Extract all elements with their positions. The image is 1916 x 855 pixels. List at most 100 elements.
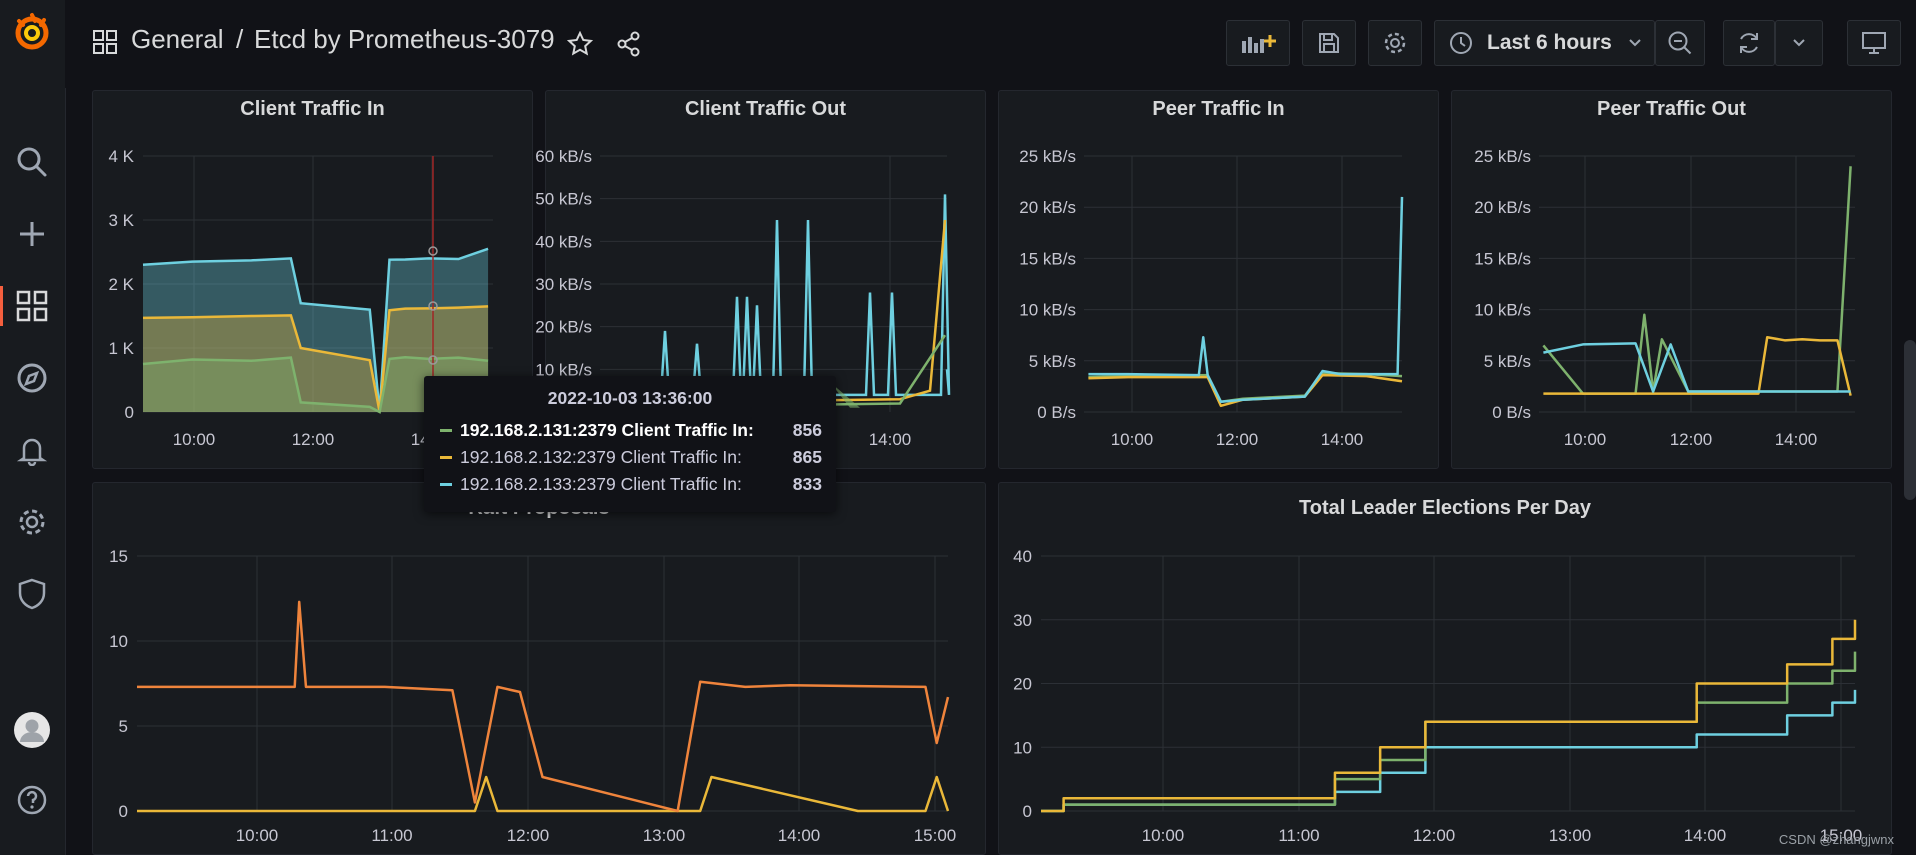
tooltip-label: 192.168.2.132:2379 Client Traffic In: <box>460 446 742 467</box>
panel-title[interactable]: Peer Traffic Out <box>1597 98 1746 120</box>
y-tick-label: 25 kB/s <box>1474 147 1531 166</box>
area-series <box>143 306 489 412</box>
y-tick-label: 5 kB/s <box>1029 352 1076 371</box>
y-tick-label: 4 K <box>108 147 134 166</box>
x-tick-label: 10:00 <box>173 430 216 449</box>
chevron-down-icon <box>1629 39 1641 47</box>
tooltip-row: 192.168.2.132:2379 Client Traffic In: 86… <box>440 445 822 469</box>
tooltip-row: 192.168.2.133:2379 Client Traffic In: 83… <box>440 472 822 496</box>
settings-gear-icon <box>1384 32 1406 54</box>
panel-total-leader-elections[interactable]: Total Leader Elections Per Day <box>998 482 1892 855</box>
tooltip-value: 865 <box>792 446 822 467</box>
panel-title[interactable]: Client Traffic In <box>240 98 385 120</box>
x-tick-label: 14:00 <box>1321 430 1364 449</box>
line-series <box>1543 335 1852 396</box>
explore-compass-icon[interactable] <box>12 358 52 398</box>
y-tick-label: 10 kB/s <box>535 360 592 379</box>
y-tick-label: 40 <box>1013 547 1032 566</box>
x-tick-label: 12:00 <box>1413 826 1456 845</box>
zoom-out-button[interactable] <box>1655 20 1705 66</box>
plus-icon[interactable] <box>12 214 52 254</box>
time-range-label: Last 6 hours <box>1487 31 1612 54</box>
area-series <box>143 248 489 412</box>
gear-icon[interactable] <box>12 502 52 542</box>
series-group-elections <box>1041 619 1857 813</box>
grafana-logo-icon[interactable] <box>12 12 52 52</box>
y-tick-label: 30 kB/s <box>535 275 592 294</box>
sidebar <box>0 0 66 855</box>
dashboard-title[interactable]: Etcd by Prometheus-3079 <box>254 24 555 54</box>
y-tick-label: 15 kB/s <box>1474 249 1531 268</box>
chart-grid-raft: 15 10 5 0 10:00 11:00 12:00 13:00 14:00 15:00 <box>109 547 956 845</box>
y-tick-label: 40 kB/s <box>535 232 592 251</box>
watermark: CSDN @zhangjwnx <box>1778 832 1894 847</box>
y-tick-label: 10 kB/s <box>1474 301 1531 320</box>
search-icon[interactable] <box>12 142 52 182</box>
refresh-interval-dropdown[interactable] <box>1775 20 1823 66</box>
x-tick-label: 13:00 <box>643 826 686 845</box>
x-tick-label: 12:00 <box>1670 430 1713 449</box>
time-range-picker[interactable]: Last 6 hours <box>1434 20 1655 66</box>
add-panel-button[interactable] <box>1226 20 1290 66</box>
y-tick-label: 3 K <box>108 211 134 230</box>
dashboards-icon[interactable] <box>12 286 52 326</box>
x-tick-label: 11:00 <box>371 826 412 845</box>
dashboard-settings-button[interactable] <box>1368 20 1422 66</box>
y-tick-label: 1 K <box>108 339 134 358</box>
panel-raft-proposals[interactable]: Raft Proposals <box>92 482 986 855</box>
panel-title[interactable]: Peer Traffic In <box>1152 98 1285 120</box>
x-tick-label: 14:00 <box>869 430 912 449</box>
x-tick-label: 12:00 <box>507 826 550 845</box>
y-tick-label: 30 <box>1013 611 1032 630</box>
breadcrumb-folder[interactable]: General <box>131 24 224 54</box>
y-tick-label: 0 <box>1023 802 1032 821</box>
x-tick-label: 13:00 <box>1549 826 1592 845</box>
series-group-peer_in <box>1088 196 1404 408</box>
top-navbar: General / Etcd by Prometheus-3079 Last 6… <box>65 0 1916 88</box>
page-scrollbar[interactable] <box>1904 340 1916 500</box>
y-tick-label: 15 <box>109 547 128 566</box>
y-tick-label: 60 kB/s <box>535 147 592 166</box>
x-tick-label: 14:00 <box>1684 826 1727 845</box>
y-tick-label: 0 B/s <box>1037 403 1076 422</box>
clock-icon <box>1450 32 1472 54</box>
panel-peer-traffic-in[interactable]: Peer Traffic In <box>998 90 1439 469</box>
x-tick-label: 10:00 <box>236 826 279 845</box>
tv-mode-button[interactable] <box>1847 20 1901 66</box>
active-indicator <box>0 286 3 326</box>
hover-point <box>428 355 438 365</box>
chart-grid-peer_in: 25 kB/s 20 kB/s 15 kB/s 10 kB/s 5 kB/s 0 B/s 1… <box>1019 147 1402 449</box>
chart-grid-elections: 40 30 20 10 0 10:00 11:00 12:00 13:00 14:00 15:00 <box>1013 547 1862 845</box>
line-series <box>142 355 489 414</box>
line-series <box>1041 619 1857 813</box>
alerting-bell-icon[interactable] <box>12 430 52 470</box>
x-tick-label: 15:00 <box>1820 826 1863 845</box>
y-tick-label: 25 kB/s <box>1019 147 1076 166</box>
shield-icon[interactable] <box>12 574 52 614</box>
x-tick-label: 11:00 <box>1278 826 1319 845</box>
line-series <box>137 600 950 813</box>
avatar-icon[interactable] <box>12 710 52 750</box>
star-icon[interactable] <box>566 30 594 62</box>
zoom-out-icon <box>1668 31 1692 55</box>
y-tick-label: 10 <box>109 632 128 651</box>
add-panel-icon <box>1242 35 1276 53</box>
y-tick-label: 5 kB/s <box>1484 352 1531 371</box>
chevron-down-icon <box>1793 39 1805 47</box>
y-tick-label: 2 K <box>108 275 134 294</box>
panel-title[interactable]: Client Traffic Out <box>684 98 847 120</box>
panel-peer-traffic-out[interactable]: Peer Traffic Out <box>1451 90 1892 469</box>
panel-title[interactable]: Total Leader Elections Per Day <box>1299 497 1591 519</box>
line-series <box>600 194 951 397</box>
series-group-peer_out <box>1542 166 1852 396</box>
help-icon[interactable] <box>12 780 52 820</box>
tooltip-time: 2022-10-03 13:36:00 <box>547 388 713 408</box>
x-tick-label: 12:00 <box>1216 430 1259 449</box>
series-group-raft <box>137 600 950 813</box>
share-icon[interactable] <box>616 31 642 62</box>
tooltip-row: 192.168.2.131:2379 Client Traffic In: 85… <box>440 418 822 442</box>
graph-tooltip: 2022-10-03 13:36:00 192.168.2.131:2379 C… <box>424 376 836 512</box>
refresh-button[interactable] <box>1723 20 1775 66</box>
save-dashboard-button[interactable] <box>1302 20 1356 66</box>
